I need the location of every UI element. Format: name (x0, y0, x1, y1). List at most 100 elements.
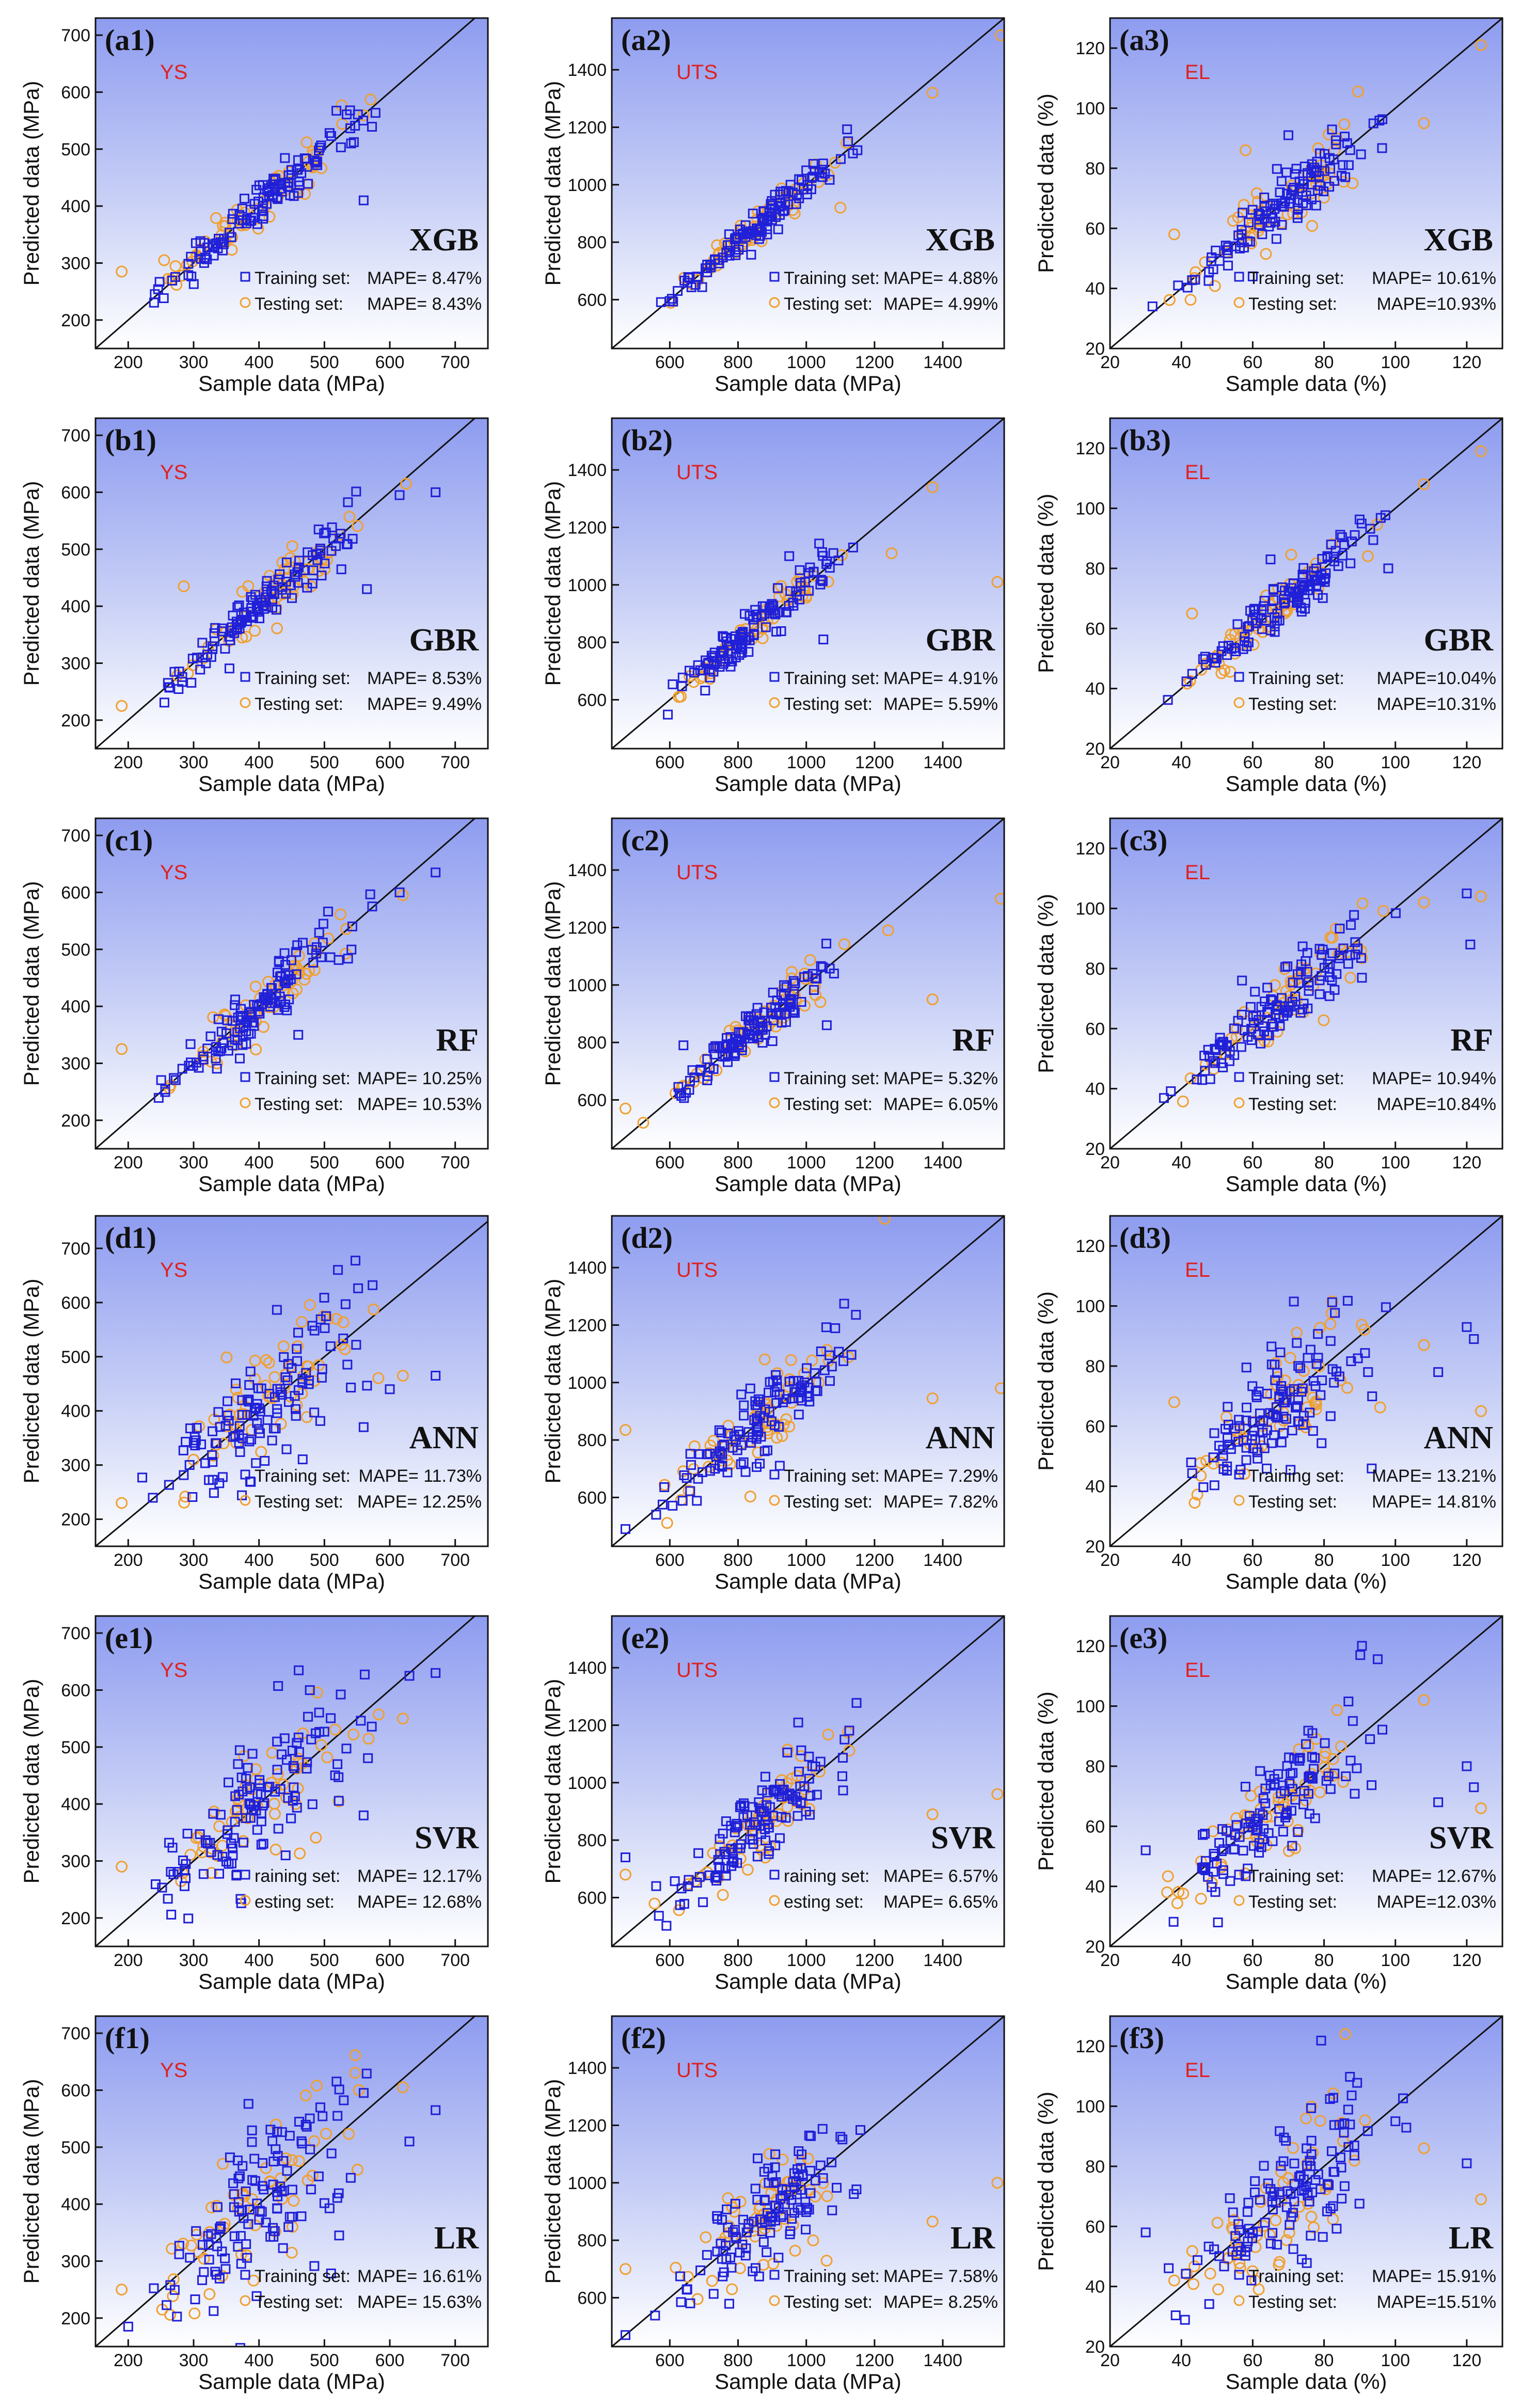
training-point (673, 286, 683, 296)
testing-point (1283, 2227, 1295, 2239)
training-point (1241, 1443, 1251, 1453)
training-point (1288, 977, 1298, 988)
training-point (1287, 1425, 1297, 1436)
training-point (788, 976, 799, 986)
training-point (283, 1359, 293, 1369)
testing-point (240, 630, 252, 643)
training-point (1243, 2197, 1254, 2208)
training-point (812, 973, 822, 984)
testing-point (299, 2089, 312, 2102)
training-point (745, 1383, 755, 1393)
training-point (695, 1066, 705, 1076)
training-point (710, 1464, 720, 1474)
training-point (350, 1256, 360, 1266)
testing-point (116, 1497, 128, 1509)
legend-testing-mape: MAPE= 6.05% (883, 1095, 998, 1114)
testing-point (1418, 896, 1430, 909)
testing-point (247, 2274, 260, 2287)
training-point (272, 1765, 282, 1775)
x-axis-label: Sample data (MPa) (198, 1969, 385, 1993)
training-point (821, 939, 832, 949)
y-tick-label: 200 (61, 311, 90, 330)
training-point (319, 2198, 329, 2208)
training-point (785, 2229, 795, 2239)
x-tick-label: 40 (1171, 2351, 1191, 2370)
training-point (316, 140, 326, 151)
training-point (365, 889, 375, 899)
training-point (284, 2212, 295, 2222)
legend-training-mape: MAPE= 8.47% (367, 268, 482, 288)
legend-training-label: Training set: (1248, 669, 1344, 688)
training-point (1298, 563, 1309, 573)
training-point (1214, 1838, 1224, 1848)
testing-point (673, 1904, 685, 1916)
testing-point (795, 1750, 807, 1762)
testing-point (288, 2195, 300, 2207)
training-point (651, 1510, 661, 1520)
training-point (1182, 282, 1193, 293)
testing-point (814, 996, 827, 1008)
training-point (1245, 1817, 1256, 1827)
testing-point (1377, 905, 1389, 917)
training-point (801, 2207, 811, 2217)
testing-point (926, 993, 939, 1006)
training-point (1246, 2275, 1257, 2286)
training-point (685, 1449, 695, 1459)
x-axis-label: Sample data (MPa) (198, 2369, 385, 2394)
y-tick-label: 300 (61, 254, 90, 273)
training-point (1266, 994, 1276, 1004)
training-point (1186, 1458, 1196, 1468)
panel-label: (d3) (1119, 1221, 1171, 1255)
training-point (817, 172, 828, 182)
testing-point (682, 2271, 694, 2283)
training-point (186, 677, 197, 688)
training-point (232, 1805, 242, 1815)
training-point (754, 2271, 764, 2282)
testing-point (1184, 1072, 1197, 1084)
y-tick-label: 200 (61, 711, 90, 731)
testing-point (619, 1868, 631, 1881)
x-tick-label: 80 (1314, 1550, 1334, 1570)
training-point (1218, 1037, 1228, 1047)
training-point (1337, 532, 1347, 543)
x-tick-label: 700 (440, 353, 470, 372)
testing-point (116, 1043, 128, 1055)
testing-point (1220, 1411, 1232, 1423)
training-point (1380, 510, 1390, 520)
training-point (805, 2188, 816, 2198)
testing-point (179, 1491, 192, 1503)
training-point (1260, 1798, 1271, 1809)
training-point (1239, 636, 1249, 646)
training-point (701, 263, 711, 274)
training-point (675, 2271, 685, 2282)
training-point (1350, 530, 1360, 540)
x-axis-label: Sample data (%) (1226, 2369, 1387, 2394)
training-point (1348, 1716, 1358, 1726)
training-point (191, 1435, 201, 1446)
training-point (717, 1450, 727, 1460)
training-point (1257, 606, 1267, 616)
training-point (1187, 669, 1197, 679)
training-point (1307, 1728, 1318, 1738)
model-name: RF (436, 1023, 479, 1058)
training-point (313, 524, 324, 534)
training-point (815, 2160, 826, 2171)
training-point (620, 2330, 630, 2340)
legend-training-label: Training set: (784, 1466, 880, 1486)
training-point (309, 1407, 320, 1418)
testing-point (351, 2163, 363, 2176)
testing-point (1270, 2214, 1282, 2226)
training-point (343, 497, 353, 508)
training-point (277, 2187, 287, 2197)
training-point (663, 709, 673, 720)
training-point (1329, 2120, 1339, 2130)
y-tick-label: 400 (61, 1795, 90, 1814)
training-point (1249, 604, 1260, 614)
training-point (1258, 1428, 1268, 1438)
training-point (223, 1825, 233, 1835)
training-point (1219, 2261, 1229, 2272)
training-point (765, 603, 775, 613)
training-point (233, 2242, 243, 2252)
legend-testing-mape: MAPE= 10.53% (357, 1095, 482, 1114)
x-tick-label: 40 (1171, 353, 1191, 372)
